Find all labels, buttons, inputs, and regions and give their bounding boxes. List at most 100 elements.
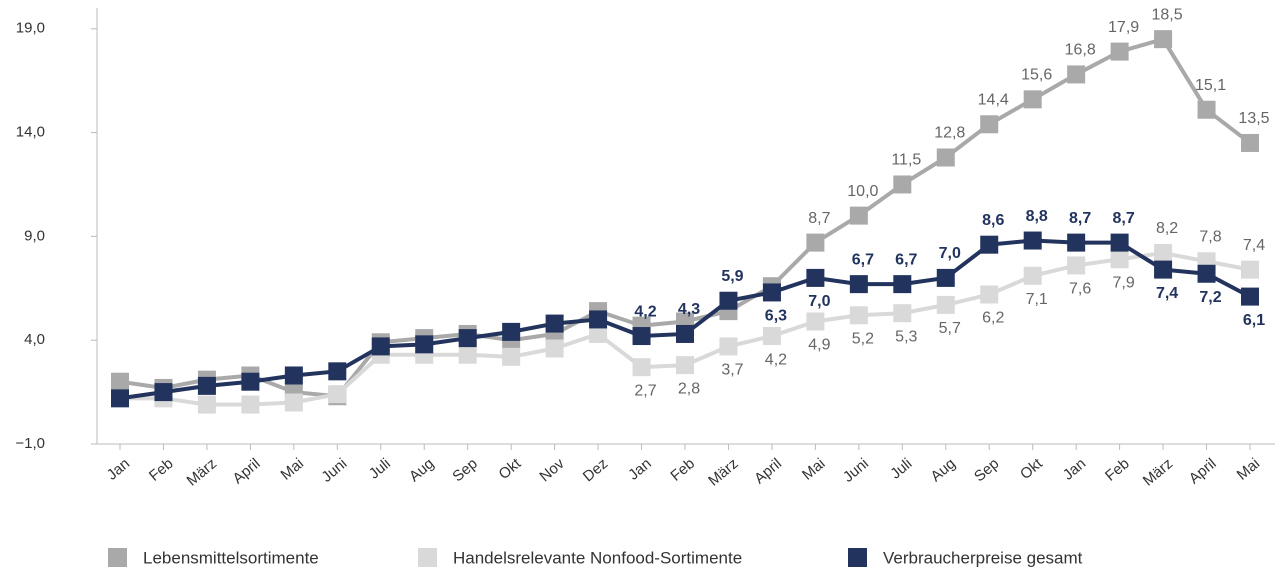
x-tick-label: Okt <box>1017 455 1046 484</box>
data-label: 5,9 <box>721 268 743 285</box>
data-point <box>415 335 434 354</box>
data-label: 6,2 <box>982 310 1004 327</box>
data-point <box>849 206 868 225</box>
x-tick-label: März <box>184 455 220 489</box>
x-tick-label: Sep <box>971 455 1002 485</box>
data-point <box>589 324 608 343</box>
data-point <box>719 291 738 310</box>
data-point <box>936 295 955 314</box>
data-point <box>1241 133 1259 152</box>
data-label: 15,6 <box>1021 67 1052 84</box>
data-point <box>936 268 955 287</box>
x-tick-label: Nov <box>536 455 568 485</box>
data-point <box>632 358 651 377</box>
data-point <box>111 372 129 391</box>
data-point <box>1110 250 1129 269</box>
x-tick-label: Jan <box>104 455 133 484</box>
data-point <box>980 285 999 304</box>
data-label: 4,2 <box>765 351 787 368</box>
x-tick-label: Juli <box>887 455 915 482</box>
x-tick-label: Dez <box>580 455 611 485</box>
legend-swatch <box>108 548 127 567</box>
x-tick-label: Aug <box>406 455 437 485</box>
legend-swatch <box>848 548 867 567</box>
data-point <box>284 393 303 412</box>
data-label: 11,5 <box>891 152 921 169</box>
data-point <box>328 362 347 381</box>
data-point <box>545 339 564 358</box>
data-label: 3,7 <box>721 362 743 379</box>
data-label: 14,4 <box>978 91 1009 108</box>
x-tick-label: Okt <box>495 455 524 484</box>
data-label: 7,4 <box>1156 285 1178 302</box>
data-point <box>458 345 477 364</box>
x-tick-label: Feb <box>146 455 177 485</box>
legend-label: Handelsrelevante Nonfood-Sortimente <box>453 548 742 567</box>
data-label: 2,7 <box>634 382 656 399</box>
data-label: 6,7 <box>895 251 917 268</box>
data-point <box>806 268 825 287</box>
data-point <box>1197 264 1216 283</box>
data-point <box>502 347 521 366</box>
data-point <box>458 329 477 348</box>
data-point <box>284 366 303 385</box>
x-tick-label: April <box>751 455 785 487</box>
legend-swatch <box>418 548 437 567</box>
x-tick-label: April <box>230 455 264 487</box>
data-point <box>980 115 999 134</box>
data-point <box>1154 243 1173 262</box>
data-label: 8,7 <box>1069 210 1091 227</box>
data-point <box>1067 65 1086 84</box>
data-point <box>589 310 608 329</box>
data-label: 7,4 <box>1243 237 1265 254</box>
data-label: 8,6 <box>982 212 1004 229</box>
data-label: 7,9 <box>1112 274 1134 291</box>
y-tick-label: 19,0 <box>16 20 45 37</box>
data-label: 7,8 <box>1199 229 1221 246</box>
y-tick-label: −1,0 <box>15 435 45 452</box>
data-point <box>1023 266 1042 285</box>
data-point <box>849 275 868 294</box>
data-point <box>632 327 651 346</box>
x-tick-label: Juni <box>840 455 872 486</box>
data-label: 4,2 <box>634 303 656 320</box>
data-point <box>1023 231 1042 250</box>
data-label: 8,2 <box>1156 220 1178 237</box>
data-point <box>893 304 912 323</box>
data-point <box>241 395 260 414</box>
data-point <box>762 327 781 346</box>
data-point <box>241 372 260 391</box>
x-tick-label: Mai <box>1234 455 1263 484</box>
data-point <box>1197 100 1216 119</box>
x-tick-label: Mai <box>799 455 828 484</box>
x-tick-label: Sep <box>449 455 480 485</box>
data-label: 8,7 <box>1112 210 1134 227</box>
data-point <box>1110 233 1129 252</box>
data-label: 7,2 <box>1199 289 1221 306</box>
data-point <box>111 389 129 408</box>
data-label: 10,0 <box>847 183 878 200</box>
data-point <box>893 175 912 194</box>
data-label: 7,1 <box>1026 291 1048 308</box>
x-tick-label: Jan <box>1060 455 1089 484</box>
data-point <box>154 383 173 402</box>
data-point <box>502 322 521 341</box>
y-tick-label: 4,0 <box>24 331 45 348</box>
x-tick-label: März <box>1140 455 1176 489</box>
data-point <box>1023 90 1042 109</box>
x-tick-label: Mai <box>278 455 307 484</box>
legend-label: Verbraucherpreise gesamt <box>883 548 1083 567</box>
x-tick-label: Feb <box>667 455 698 485</box>
legend-label: Lebensmittelsortimente <box>143 548 319 567</box>
data-point <box>1241 260 1259 279</box>
data-point <box>1241 287 1259 306</box>
x-tick-label: Aug <box>928 455 959 485</box>
data-label: 6,3 <box>765 308 787 325</box>
data-label: 12,8 <box>934 125 965 142</box>
x-tick-label: Juni <box>318 455 350 486</box>
data-point <box>806 233 825 252</box>
y-tick-label: 14,0 <box>16 124 45 141</box>
data-point <box>719 337 738 356</box>
data-point <box>1154 30 1173 49</box>
